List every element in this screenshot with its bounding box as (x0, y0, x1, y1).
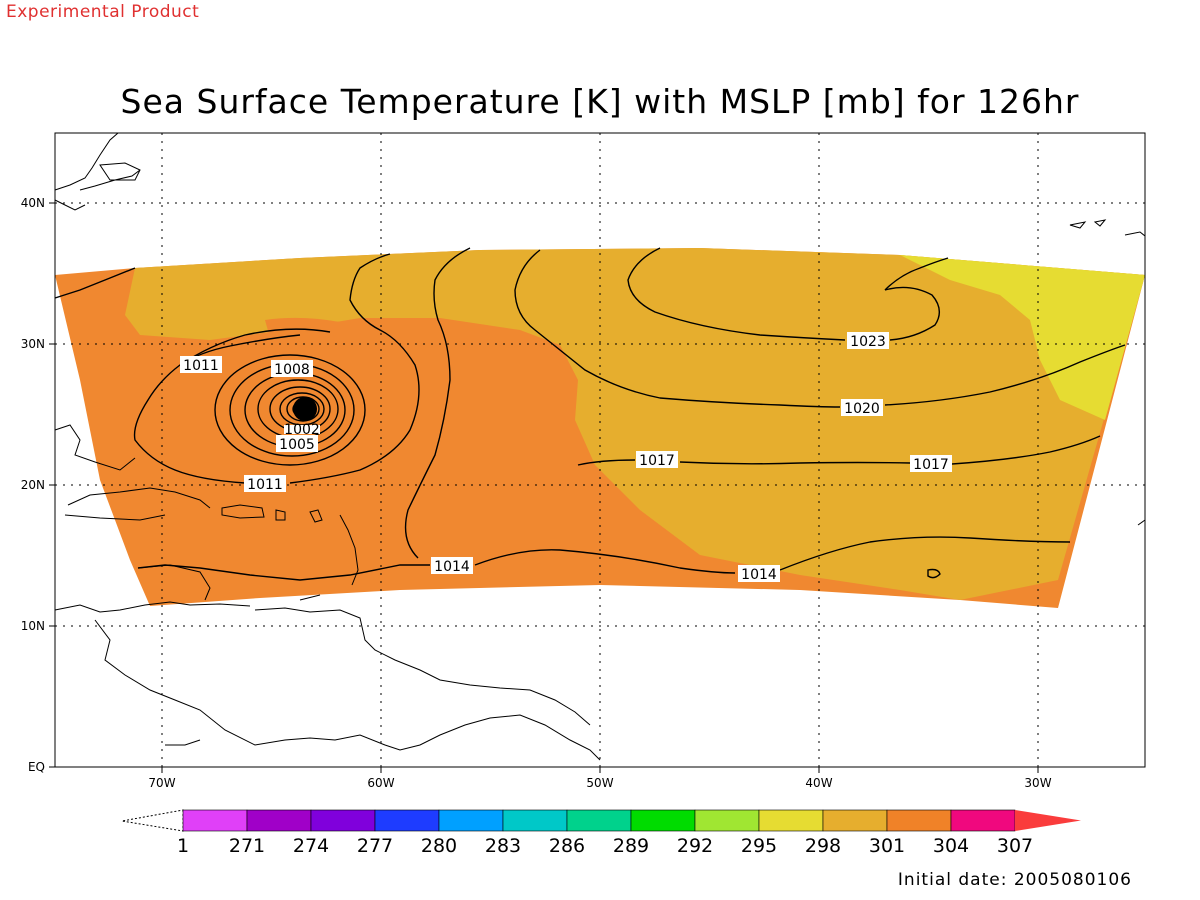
y-tick-label: 30N (21, 337, 45, 351)
colorbar-label: 1 (177, 835, 189, 857)
colorbar-label: 301 (869, 835, 905, 857)
svg-text:1014: 1014 (434, 559, 470, 575)
colorbar-labels: 1 271 274 277 280 283 286 289 292 295 298 301 304 307 (177, 835, 1033, 857)
y-tick-label: 40N (21, 196, 45, 210)
contour-label: 1011 (180, 356, 222, 374)
svg-text:1023: 1023 (850, 334, 886, 350)
contour-label: 1002 (284, 422, 320, 438)
contour-labels: 1023 1020 1017 1017 1014 1014 1011 1011 (180, 332, 952, 583)
sst-yellow-region (900, 255, 1145, 420)
coastlines (54, 132, 1146, 761)
colorbar-label: 283 (485, 835, 521, 857)
colorbar-label: 280 (421, 835, 457, 857)
colorbar-swatch (310, 809, 376, 832)
y-tick-label: EQ (28, 760, 45, 774)
colorbar-label: 298 (805, 835, 841, 857)
colorbar-label: 304 (933, 835, 969, 857)
colorbar-swatch (950, 809, 1016, 832)
experimental-product-label: Experimental Product (6, 2, 200, 22)
colorbar-label: 289 (613, 835, 649, 857)
x-tick-label: 40W (805, 776, 832, 790)
contour-label: 1011 (244, 475, 286, 493)
colorbar-label: 286 (549, 835, 585, 857)
colorbar (121, 809, 1081, 832)
colorbar-low-arrow (121, 809, 184, 832)
svg-text:1005: 1005 (279, 437, 315, 453)
colorbar-swatch (758, 809, 824, 832)
colorbar-swatch (886, 809, 952, 832)
axis-ticks (49, 202, 1039, 773)
contour-label: 1020 (841, 399, 883, 417)
svg-text:1002: 1002 (284, 422, 320, 438)
svg-text:1011: 1011 (183, 358, 219, 374)
colorbar-label: 307 (997, 835, 1033, 857)
x-tick-label: 30W (1024, 776, 1051, 790)
contour-label: 1017 (636, 451, 678, 469)
contour-label: 1014 (431, 557, 473, 575)
svg-text:1011: 1011 (247, 477, 283, 493)
colorbar-swatch (694, 809, 760, 832)
y-tick-label: 20N (21, 478, 45, 492)
map-title: Sea Surface Temperature [K] with MSLP [m… (120, 82, 1080, 121)
contour-label: 1014 (738, 565, 780, 583)
colorbar-swatch (502, 809, 568, 832)
contour-label: 1023 (847, 332, 889, 350)
contour-label: 1017 (910, 455, 952, 473)
contour-label: 1005 (276, 435, 318, 453)
colorbar-swatch (438, 809, 504, 832)
colorbar-swatch (566, 809, 632, 832)
initial-date-label: Initial date: 2005080106 (897, 870, 1132, 890)
svg-text:1017: 1017 (639, 453, 675, 469)
contour-label: 1008 (271, 360, 313, 378)
colorbar-swatch (630, 809, 696, 832)
storm-center (293, 397, 317, 421)
colorbar-label: 295 (741, 835, 777, 857)
colorbar-swatch (182, 809, 248, 832)
colorbar-swatch (246, 809, 312, 832)
colorbar-label: 292 (677, 835, 713, 857)
sst-mid-region (125, 248, 1145, 600)
x-tick-label: 70W (148, 776, 175, 790)
svg-text:1020: 1020 (844, 401, 880, 417)
svg-text:1017: 1017 (913, 457, 949, 473)
svg-text:1014: 1014 (741, 567, 777, 583)
colorbar-high-arrow (1015, 810, 1081, 831)
colorbar-swatch (374, 809, 440, 832)
y-tick-label: 10N (21, 619, 45, 633)
colorbar-label: 277 (357, 835, 393, 857)
x-tick-label: 50W (586, 776, 613, 790)
svg-text:1008: 1008 (274, 362, 310, 378)
colorbar-label: 271 (229, 835, 265, 857)
map-grid (55, 133, 1145, 767)
x-tick-label: 60W (367, 776, 394, 790)
colorbar-swatch (822, 809, 888, 832)
colorbar-label: 274 (293, 835, 329, 857)
